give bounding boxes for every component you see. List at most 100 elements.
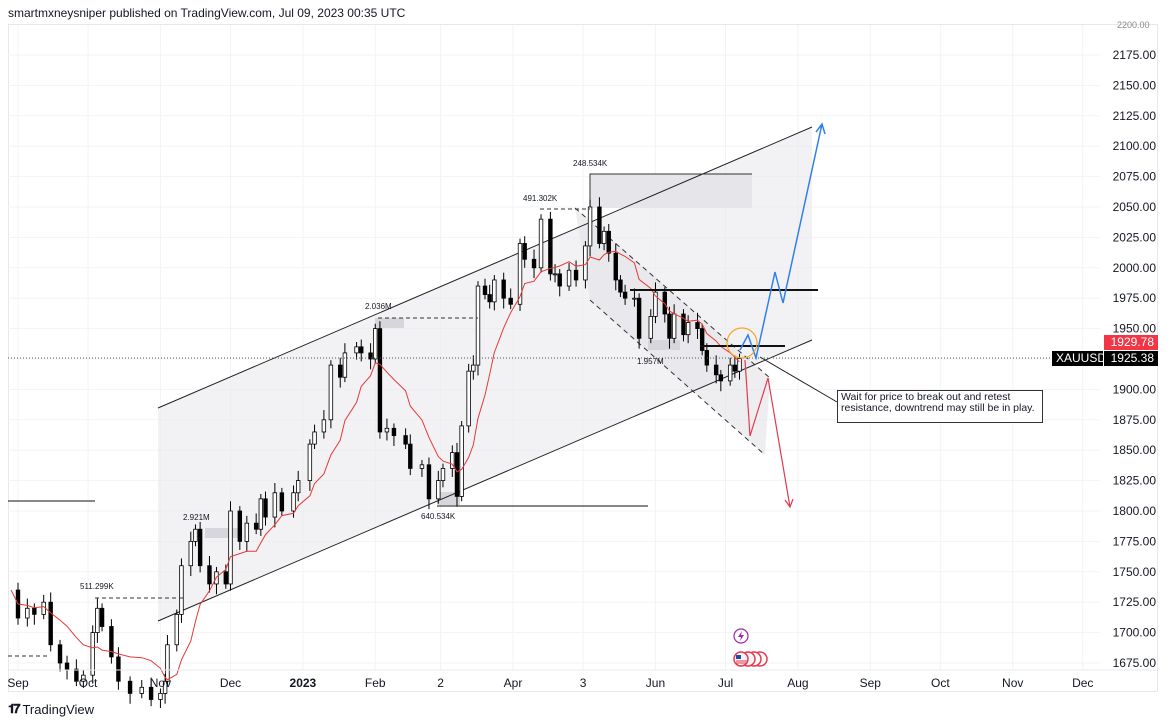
candle-body	[342, 352, 348, 378]
candle-body	[193, 528, 198, 542]
price-tick-label: 2150.00	[1113, 78, 1157, 92]
candle-body	[359, 346, 364, 354]
candle	[436, 470, 441, 504]
price-tick-label: 1975.00	[1113, 291, 1157, 305]
candle-body	[197, 528, 203, 567]
time-axis[interactable]: Sep Oct Nov Dec 2023 Feb 2 Apr 3 Jun Jul Aug Sep Oct N…	[7, 676, 1093, 690]
candle	[354, 341, 359, 360]
bullish-arrowhead	[815, 122, 826, 135]
candle-body	[613, 252, 618, 281]
candle	[109, 619, 114, 664]
candle	[207, 555, 212, 593]
candle	[295, 470, 301, 502]
candle-body	[622, 291, 628, 299]
candle	[408, 434, 413, 476]
candle	[338, 357, 343, 388]
price-tick-label: 2075.00	[1113, 170, 1157, 184]
annotation-callout[interactable]: Wait for price to break out and retest r…	[837, 390, 1043, 423]
candle-body	[727, 364, 733, 382]
candle-body	[116, 656, 121, 682]
bullish-projection	[739, 123, 823, 361]
candle	[342, 343, 348, 383]
candle-body	[165, 644, 170, 682]
candle	[179, 558, 184, 623]
candle-body	[90, 632, 95, 676]
tradingview-logo-icon: 𝟏𝟕	[8, 701, 21, 716]
zone-box-2921m	[205, 528, 240, 538]
candle	[174, 609, 179, 652]
candle	[48, 592, 53, 652]
price-tick-label: 2175.00	[1113, 48, 1157, 62]
time-tick-label: Jul	[718, 676, 733, 690]
time-tick-label: Jun	[646, 676, 665, 690]
candle	[573, 260, 579, 287]
price-tick-label: 1850.00	[1113, 443, 1157, 457]
candle	[548, 211, 553, 281]
zone-box-640k	[437, 492, 460, 505]
supply-zone-outline	[589, 173, 752, 210]
price-tick-label: 1675.00	[1113, 656, 1157, 670]
candle-body	[174, 613, 179, 646]
candle-body	[419, 464, 425, 469]
candle	[253, 513, 259, 535]
candle	[636, 293, 642, 349]
candle-body	[295, 480, 301, 494]
desc-channel-upper	[574, 207, 771, 379]
volume-label: 248.534K	[573, 159, 608, 168]
candle-body	[403, 435, 408, 445]
candle-body	[548, 218, 553, 275]
candle-body	[436, 480, 441, 500]
candle-body	[440, 468, 446, 482]
candle	[454, 442, 460, 507]
candle-body	[384, 427, 390, 433]
candle	[81, 670, 86, 688]
candle-body	[258, 498, 264, 530]
bearish-projection	[744, 359, 791, 508]
candle	[440, 463, 446, 488]
candle	[368, 343, 373, 370]
level-price-tag: 1929.78	[1104, 335, 1158, 350]
candle-body	[162, 680, 168, 694]
candle-body	[328, 364, 334, 421]
candle	[681, 309, 686, 342]
candle-body	[718, 374, 724, 382]
volume-label: 2.036M	[365, 302, 392, 311]
volume-label: 491.302K	[523, 194, 558, 203]
candle	[699, 323, 705, 356]
candle-body	[32, 607, 37, 615]
candle	[482, 278, 488, 300]
candle-body	[618, 279, 623, 293]
candle-body	[312, 431, 317, 445]
price-label-cut: 2200.00	[1117, 20, 1150, 30]
price-tick-label: 2050.00	[1113, 200, 1157, 214]
supply-zone-box	[590, 174, 752, 208]
candle	[587, 199, 593, 257]
price-tick-label: 1875.00	[1113, 413, 1157, 427]
candle	[228, 501, 233, 591]
us-flag-icon[interactable]	[733, 651, 768, 667]
price-axis[interactable]: 2175.00 2150.00 2125.00 2100.00 2075.00 2050.…	[1113, 48, 1157, 670]
time-tick-label: Dec	[220, 676, 241, 690]
candle	[704, 343, 710, 372]
lightning-icon[interactable]	[733, 628, 749, 644]
candle	[90, 625, 95, 684]
candle-body	[552, 273, 558, 276]
candle-body	[704, 350, 710, 366]
time-tick-label: Aug	[787, 676, 808, 690]
tradingview-brand[interactable]: 𝟏𝟕 TradingView	[8, 701, 94, 717]
brand-name: TradingView	[22, 701, 95, 717]
candle	[632, 288, 637, 307]
candle	[685, 315, 691, 344]
candle	[597, 197, 602, 249]
candle-body	[207, 565, 212, 585]
candle-body	[81, 674, 86, 682]
candle-body	[228, 510, 233, 585]
candle	[193, 524, 198, 547]
desc-channel-lower	[589, 299, 766, 456]
price-tick-label: 1750.00	[1113, 565, 1157, 579]
candle	[695, 312, 700, 339]
candle-body	[109, 626, 114, 658]
candle	[487, 284, 492, 309]
candle	[531, 249, 537, 279]
